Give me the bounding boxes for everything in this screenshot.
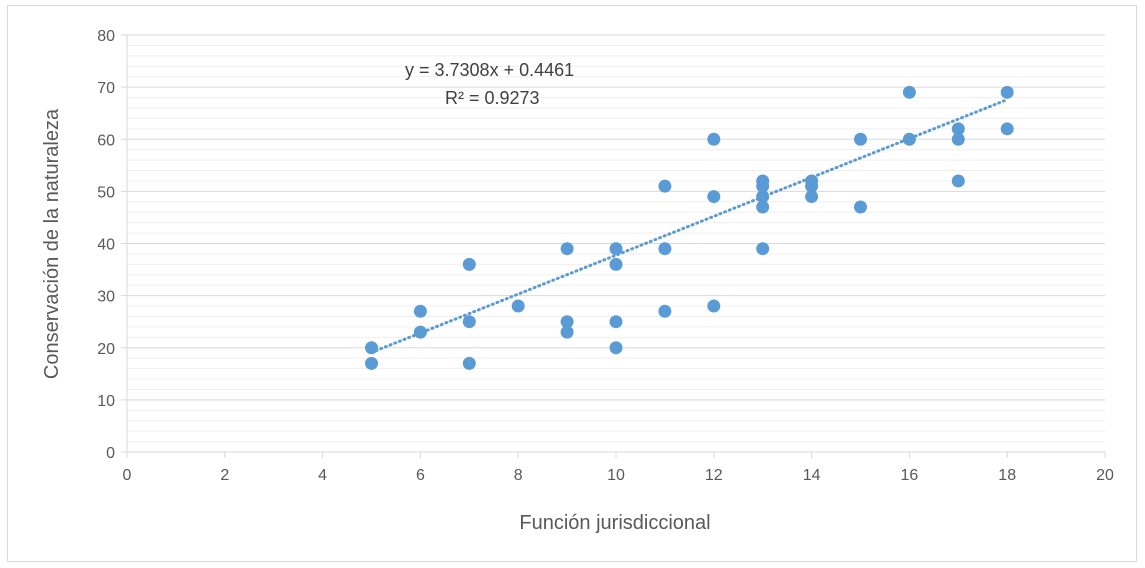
data-point [805, 179, 819, 193]
data-point [511, 299, 525, 313]
data-point [756, 242, 770, 256]
data-point [609, 341, 623, 355]
data-point [902, 132, 916, 146]
data-point [658, 304, 672, 318]
data-point [951, 174, 965, 188]
data-point [658, 242, 672, 256]
data-point [413, 304, 427, 318]
data-point [1000, 85, 1014, 99]
data-point [1000, 122, 1014, 136]
data-point [756, 200, 770, 214]
data-point [609, 242, 623, 256]
y-axis-title: Conservación de la naturaleza [41, 108, 63, 379]
data-point [413, 325, 427, 339]
y-tick-label: 60 [97, 132, 115, 149]
data-point [756, 190, 770, 204]
x-tick-label: 12 [705, 467, 723, 484]
data-point [609, 315, 623, 329]
x-tick-label: 18 [998, 467, 1016, 484]
y-tick-label: 20 [97, 341, 115, 358]
data-point [560, 325, 574, 339]
y-tick-label: 10 [97, 393, 115, 410]
y-tick-label: 40 [97, 237, 115, 254]
y-tick-label: 50 [97, 184, 115, 201]
x-tick-label: 2 [220, 467, 229, 484]
data-points [365, 85, 1014, 370]
x-tick-label: 4 [318, 467, 327, 484]
y-tick-label: 70 [97, 80, 115, 97]
x-tick-label: 8 [514, 467, 523, 484]
data-point [707, 132, 721, 146]
x-tick-label: 0 [123, 467, 132, 484]
data-point [365, 356, 378, 370]
y-tick-label: 0 [106, 445, 115, 462]
data-point [854, 132, 867, 146]
trendline-equation: y = 3.7308x + 0.4461 [405, 60, 574, 80]
y-tick-label: 30 [97, 289, 115, 306]
x-tick-label: 16 [901, 467, 919, 484]
x-tick-label: 6 [416, 467, 425, 484]
data-point [658, 179, 672, 193]
data-point [756, 179, 770, 193]
data-point [462, 257, 476, 271]
x-tick-label: 10 [607, 467, 625, 484]
axes [121, 34, 1106, 458]
trendline-r-squared: R² = 0.9273 [445, 88, 540, 108]
trendline [370, 98, 1009, 354]
x-tick-label: 20 [1096, 467, 1114, 484]
y-tick-label: 80 [97, 28, 115, 45]
x-tick-label: 14 [803, 467, 821, 484]
data-point [707, 190, 721, 204]
data-point [560, 315, 574, 329]
data-point [462, 356, 476, 370]
data-point [560, 242, 574, 256]
data-point [609, 257, 623, 271]
data-point [951, 132, 965, 146]
data-point [805, 190, 819, 204]
data-point [854, 200, 867, 214]
data-point [462, 315, 476, 329]
data-point [707, 299, 721, 313]
data-point [951, 122, 965, 136]
tick-labels: 0 10 20 30 40 50 60 70 80 0 2 4 6 8 10 12 14 16 18 20 [97, 28, 1114, 484]
trendline-group [370, 98, 1009, 354]
data-point [365, 341, 378, 355]
x-axis-title: Función jurisdiccional [519, 512, 710, 534]
data-point [902, 85, 916, 99]
